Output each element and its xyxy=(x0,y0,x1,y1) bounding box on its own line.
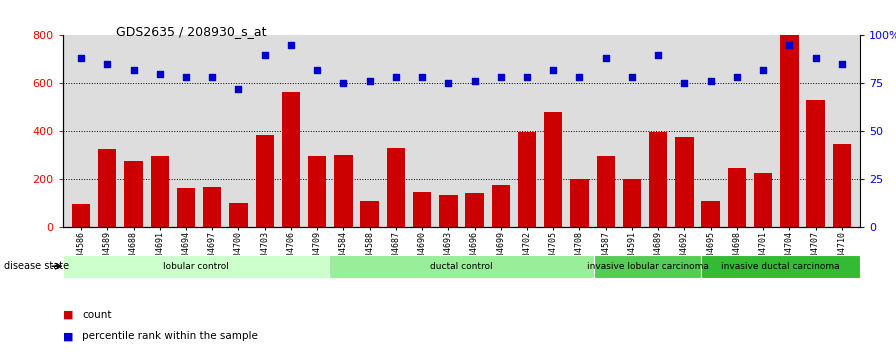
Point xyxy=(729,75,744,80)
Point xyxy=(441,80,455,86)
Text: count: count xyxy=(82,310,112,320)
Point xyxy=(546,67,560,73)
Bar xyxy=(329,255,594,278)
Bar xyxy=(570,179,589,227)
Bar xyxy=(387,148,405,227)
Bar xyxy=(72,204,90,227)
Bar xyxy=(203,187,221,227)
Bar xyxy=(229,202,247,227)
Text: disease state: disease state xyxy=(4,261,70,271)
Point xyxy=(468,79,482,84)
Bar xyxy=(63,255,329,278)
Point xyxy=(100,61,115,67)
Text: GDS2635 / 208930_s_at: GDS2635 / 208930_s_at xyxy=(116,25,267,38)
Bar xyxy=(360,201,379,227)
Bar xyxy=(465,193,484,227)
Point xyxy=(494,75,508,80)
Bar xyxy=(439,195,458,227)
Point xyxy=(782,42,797,48)
Text: ductal control: ductal control xyxy=(430,262,493,271)
Bar xyxy=(151,156,169,227)
Bar xyxy=(806,100,824,227)
Bar xyxy=(702,201,719,227)
Bar xyxy=(255,135,274,227)
Point xyxy=(677,80,692,86)
Bar xyxy=(832,144,851,227)
Point xyxy=(310,67,324,73)
Bar xyxy=(492,185,510,227)
Point xyxy=(126,67,141,73)
Text: percentile rank within the sample: percentile rank within the sample xyxy=(82,331,258,341)
Point xyxy=(415,75,429,80)
Bar xyxy=(676,137,694,227)
Bar xyxy=(597,156,615,227)
Bar xyxy=(99,149,116,227)
Point xyxy=(573,75,587,80)
Point xyxy=(152,71,167,76)
Point xyxy=(389,75,403,80)
Bar xyxy=(701,255,860,278)
Point xyxy=(231,86,246,92)
Point xyxy=(363,79,377,84)
Bar xyxy=(177,188,195,227)
Point xyxy=(284,42,298,48)
Point xyxy=(599,56,613,61)
Point xyxy=(179,75,194,80)
Bar xyxy=(649,132,668,227)
Text: ■: ■ xyxy=(63,310,73,320)
Point xyxy=(336,80,350,86)
Bar xyxy=(754,173,772,227)
Bar xyxy=(728,168,746,227)
Bar xyxy=(594,255,701,278)
Bar xyxy=(125,161,142,227)
Bar xyxy=(308,156,326,227)
Point xyxy=(651,52,666,57)
Point xyxy=(756,67,771,73)
Bar xyxy=(780,35,798,227)
Point xyxy=(520,75,534,80)
Text: invasive ductal carcinoma: invasive ductal carcinoma xyxy=(721,262,840,271)
Point xyxy=(835,61,849,67)
Point xyxy=(703,79,718,84)
Point xyxy=(205,75,220,80)
Bar xyxy=(544,112,563,227)
Text: ■: ■ xyxy=(63,331,73,341)
Text: invasive lobular carcinoma: invasive lobular carcinoma xyxy=(587,262,709,271)
Bar xyxy=(623,179,642,227)
Bar xyxy=(518,132,536,227)
Point xyxy=(73,56,88,61)
Text: lobular control: lobular control xyxy=(163,262,228,271)
Point xyxy=(808,56,823,61)
Bar xyxy=(281,92,300,227)
Bar xyxy=(413,192,431,227)
Point xyxy=(625,75,639,80)
Bar xyxy=(334,155,353,227)
Point xyxy=(257,52,271,57)
